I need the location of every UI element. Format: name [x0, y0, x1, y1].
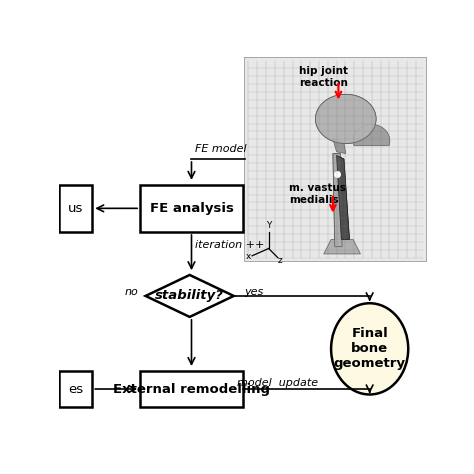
Polygon shape	[316, 94, 376, 144]
Polygon shape	[146, 275, 234, 317]
Text: iteration ++: iteration ++	[195, 240, 264, 250]
Polygon shape	[316, 94, 376, 144]
Text: z: z	[278, 256, 283, 265]
Polygon shape	[333, 139, 346, 154]
FancyBboxPatch shape	[140, 371, 243, 407]
Text: FE analysis: FE analysis	[150, 202, 233, 215]
Text: External remodelling: External remodelling	[113, 383, 270, 395]
FancyBboxPatch shape	[245, 57, 427, 261]
Text: stability?: stability?	[155, 290, 224, 302]
Polygon shape	[324, 239, 360, 254]
FancyBboxPatch shape	[246, 58, 426, 261]
Text: x: x	[246, 252, 251, 261]
Polygon shape	[353, 124, 390, 146]
Polygon shape	[337, 155, 349, 239]
FancyBboxPatch shape	[59, 371, 92, 407]
Text: es: es	[68, 383, 83, 395]
Text: no: no	[125, 287, 138, 297]
Text: hip joint
reaction: hip joint reaction	[299, 66, 348, 88]
Text: FE model: FE model	[195, 144, 246, 154]
Text: model  update: model update	[237, 378, 319, 388]
Text: Y: Y	[266, 221, 271, 230]
FancyBboxPatch shape	[59, 185, 92, 232]
Polygon shape	[333, 154, 342, 246]
Text: yes: yes	[244, 287, 263, 297]
Polygon shape	[333, 154, 342, 246]
Text: m. vastus
medialis: m. vastus medialis	[289, 183, 346, 205]
Polygon shape	[337, 155, 349, 239]
Ellipse shape	[331, 303, 408, 394]
Text: Final
bone
geometry: Final bone geometry	[334, 328, 406, 370]
Text: us: us	[68, 202, 83, 215]
FancyBboxPatch shape	[140, 185, 243, 232]
